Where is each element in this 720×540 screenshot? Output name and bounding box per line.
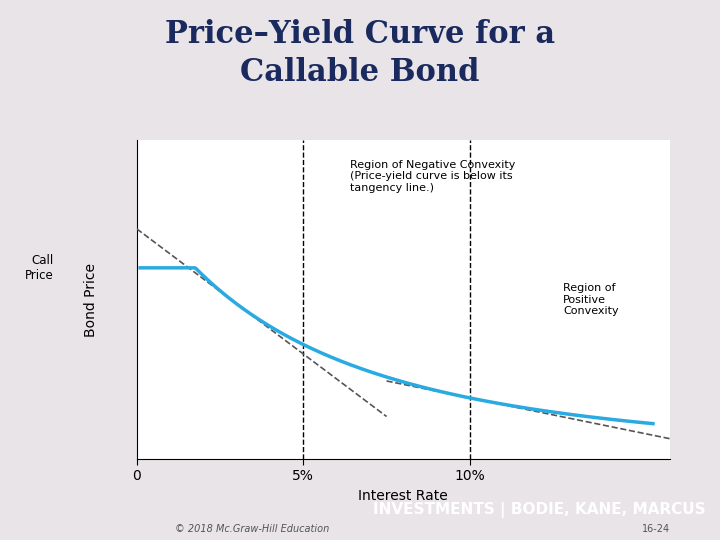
X-axis label: Interest Rate: Interest Rate (359, 489, 448, 503)
Y-axis label: Bond Price: Bond Price (84, 262, 98, 337)
Text: Price–Yield Curve for a
Callable Bond: Price–Yield Curve for a Callable Bond (165, 19, 555, 88)
Text: INVESTMENTS | BODIE, KANE, MARCUS: INVESTMENTS | BODIE, KANE, MARCUS (373, 502, 706, 518)
Text: 16-24: 16-24 (642, 523, 670, 534)
Text: Region of
Positive
Convexity: Region of Positive Convexity (563, 283, 618, 316)
Text: Call
Price: Call Price (24, 254, 53, 282)
Text: Region of Negative Convexity
(Price-yield curve is below its
tangency line.): Region of Negative Convexity (Price-yiel… (350, 159, 516, 193)
Text: © 2018 Mc.Graw-Hill Education: © 2018 Mc.Graw-Hill Education (175, 523, 329, 534)
